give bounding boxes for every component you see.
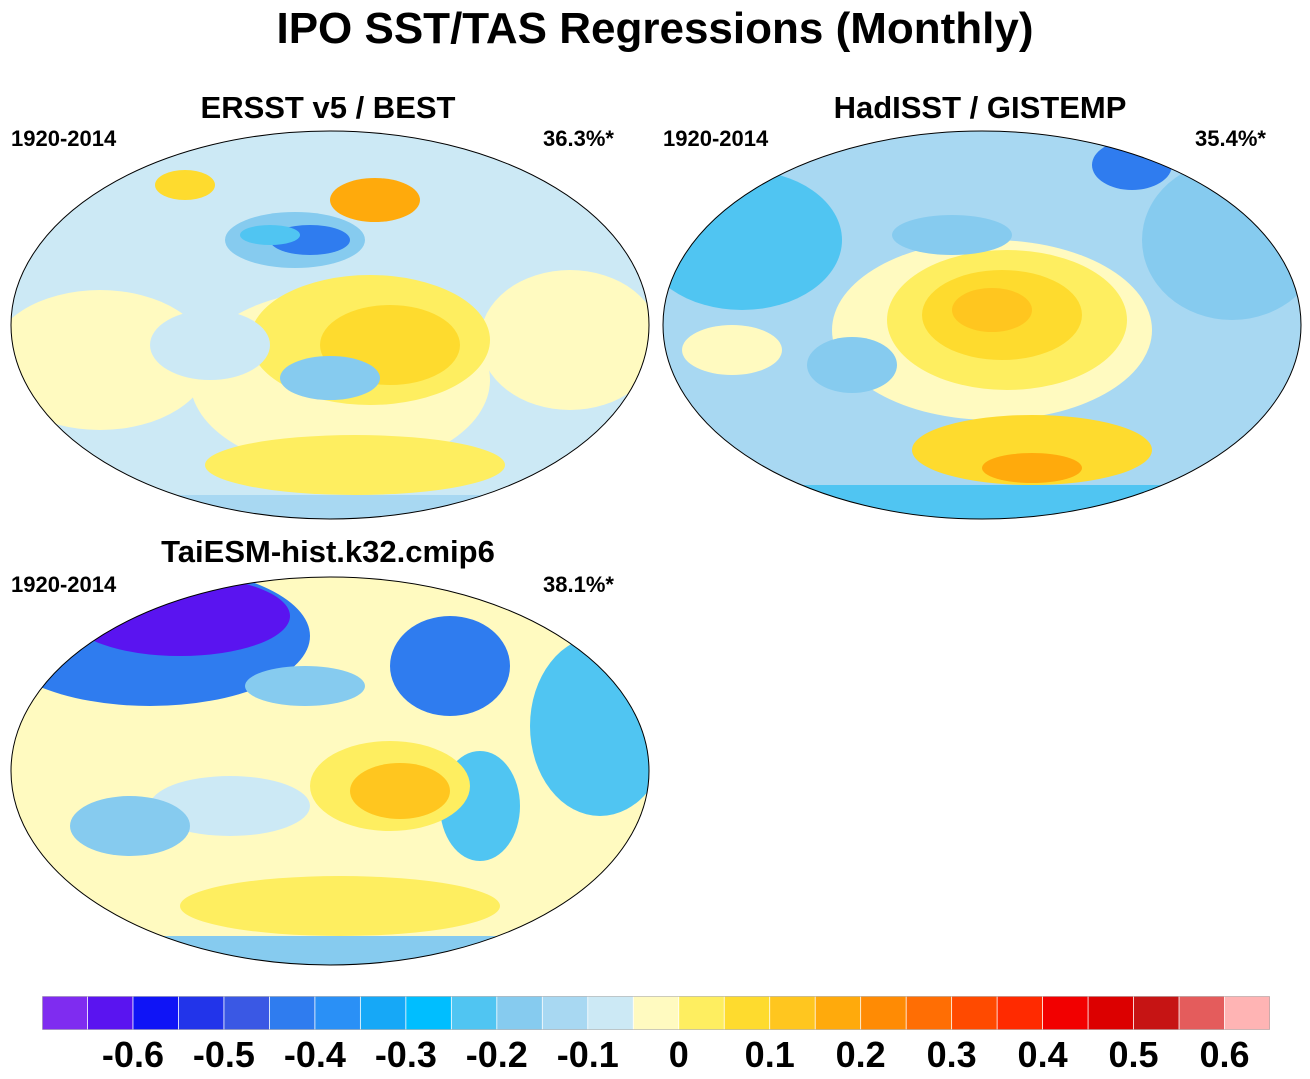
colorbar-swatch [1133,996,1180,1031]
colorbar-swatch [496,996,543,1031]
colorbar-swatch [42,996,89,1031]
colorbar-swatch [769,996,816,1031]
colorbar-swatch [132,996,180,1031]
colorbar-swatch [269,996,316,1031]
panel-3-title: TaiESM-hist.k32.cmip6 [161,534,495,569]
colorbar-tick-label: 0.3 [926,1034,977,1075]
colorbar [42,996,1270,1031]
colorbar-swatch [87,996,134,1031]
colorbar-tick-label: -0.3 [374,1034,437,1075]
panel-3-variance: 38.1%* [543,572,614,597]
panel-2-map [662,130,1302,520]
colorbar-swatch [223,996,271,1031]
colorbar-tick-label: 0 [668,1034,689,1075]
panel-1-title: ERSST v5 / BEST [200,90,456,125]
colorbar-swatch [1224,996,1270,1031]
colorbar-swatch [1087,996,1135,1031]
colorbar-swatch [1178,996,1226,1031]
colorbar-tick-label: -0.5 [192,1034,255,1075]
colorbar-tick-label: 0.4 [1017,1034,1068,1075]
colorbar-tick-labels: -0.6 -0.5 -0.4 -0.3 -0.2 -0.1 0 0.1 0.2 0.3 0.4 0.5… [42,1034,1270,1076]
panel-3-map [10,576,650,966]
colorbar-tick-label: -0.6 [101,1034,164,1075]
colorbar-swatch [632,996,680,1031]
colorbar-swatch [678,996,725,1031]
panel-2-title: HadISST / GISTEMP [833,90,1127,125]
panel-1-map [10,130,650,520]
panel-3-period: 1920-2014 [11,572,117,597]
colorbar-swatch [541,996,589,1031]
panel-1-period: 1920-2014 [11,126,117,151]
colorbar-swatch [860,996,907,1031]
colorbar-tick-label: 0.5 [1108,1034,1159,1075]
colorbar-swatch [178,996,225,1031]
colorbar-swatch [405,996,453,1031]
colorbar-tick-label: -0.4 [283,1034,346,1075]
colorbar-swatch [359,996,407,1031]
colorbar-swatch [450,996,498,1031]
colorbar-tick-label: -0.2 [465,1034,528,1075]
colorbar-swatch [723,996,771,1031]
colorbar-swatch [814,996,862,1031]
colorbar-tick-label: -0.1 [556,1034,619,1075]
colorbar-swatch [905,996,953,1031]
figure-title: IPO SST/TAS Regressions (Monthly) [276,4,1034,53]
colorbar-tick-label: 0.2 [835,1034,886,1075]
panel-2-variance: 35.4%* [1195,126,1266,151]
colorbar-swatch [314,996,362,1031]
colorbar-swatch [951,996,998,1031]
colorbar-swatch [1042,996,1089,1031]
panel-2-period: 1920-2014 [663,126,769,151]
colorbar-swatch [996,996,1044,1031]
colorbar-tick-label: 0.6 [1199,1034,1250,1075]
colorbar-tick-label: 0.1 [744,1034,795,1075]
panel-1-variance: 36.3%* [543,126,614,151]
colorbar-swatch [587,996,634,1031]
